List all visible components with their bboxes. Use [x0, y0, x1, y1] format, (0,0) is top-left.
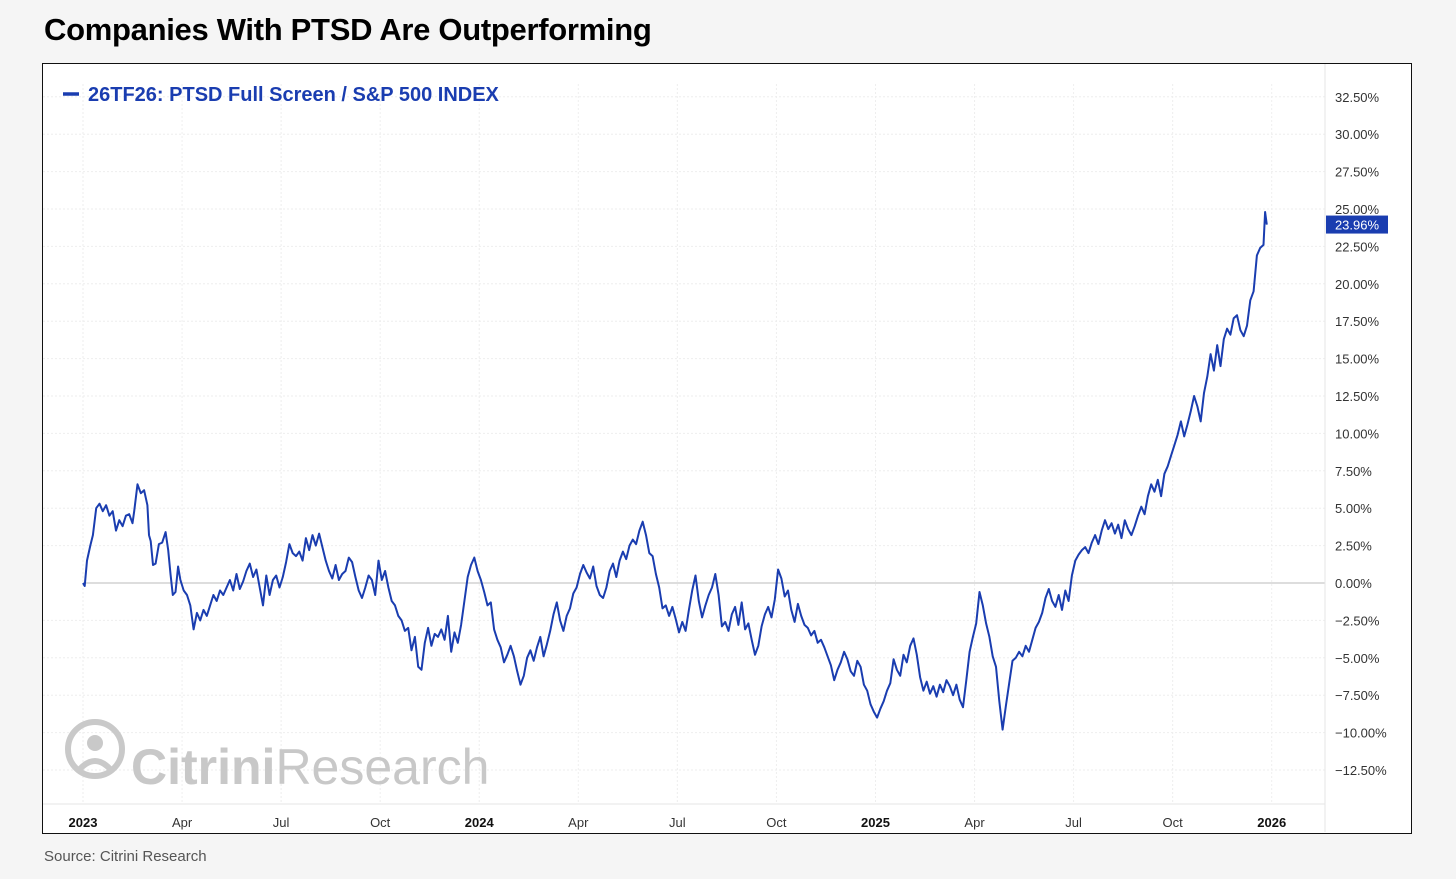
y-tick-label: 15.00% — [1335, 352, 1380, 367]
y-tick-label: −5.00% — [1335, 651, 1380, 666]
y-tick-label: 0.00% — [1335, 576, 1372, 591]
x-tick-label: Oct — [766, 815, 787, 830]
y-tick-label: −10.00% — [1335, 726, 1387, 741]
x-tick-label: 2023 — [69, 815, 98, 830]
y-tick-label: 22.50% — [1335, 239, 1380, 254]
y-tick-label: 10.00% — [1335, 426, 1380, 441]
y-tick-label: 17.50% — [1335, 314, 1380, 329]
y-tick-label: −12.50% — [1335, 763, 1387, 778]
series-group — [82, 211, 1268, 731]
y-tick-label: 20.00% — [1335, 277, 1380, 292]
y-tick-label: 32.50% — [1335, 90, 1380, 105]
y-tick-label: 27.50% — [1335, 165, 1380, 180]
y-tick-label: 7.50% — [1335, 464, 1372, 479]
x-tick-label: Jul — [1065, 815, 1082, 830]
x-tick-label: 2025 — [861, 815, 890, 830]
y-tick-label: 30.00% — [1335, 127, 1380, 142]
watermark-light-text: Research — [275, 739, 489, 795]
watermark-bold-text: Citrini — [131, 739, 275, 795]
grid-lines — [43, 84, 1325, 804]
y-tick-label: 25.00% — [1335, 202, 1380, 217]
line-chart: CitriniResearch 32.50% 30.00% 27.50% 25.00%… — [43, 64, 1388, 832]
citrini-research-watermark: CitriniResearch — [65, 719, 489, 795]
x-tick-label: Apr — [172, 815, 193, 830]
series-line — [82, 211, 1268, 731]
y-tick-label: 5.00% — [1335, 501, 1372, 516]
y-tick-label: 12.50% — [1335, 389, 1380, 404]
svg-text:CitriniResearch: CitriniResearch — [131, 739, 489, 795]
x-tick-label: 2024 — [465, 815, 495, 830]
chart-frame: CitriniResearch 32.50% 30.00% 27.50% 25.00%… — [42, 63, 1412, 834]
y-axis: 32.50% 30.00% 27.50% 25.00% 22.50% 20.00% 17.5… — [1324, 64, 1387, 832]
source-caption: Source: Citrini Research — [44, 848, 207, 865]
legend: 26TF26: PTSD Full Screen / S&P 500 INDEX — [63, 84, 500, 106]
y-tick-label: −7.50% — [1335, 688, 1380, 703]
y-tick-label: −2.50% — [1335, 613, 1380, 628]
x-tick-label: Jul — [669, 815, 686, 830]
badge-label: 23.96% — [1335, 218, 1380, 233]
legend-label: 26TF26: PTSD Full Screen / S&P 500 INDEX — [88, 84, 500, 106]
y-tick-label: 2.50% — [1335, 539, 1372, 554]
x-axis: 2023 Apr Jul Oct 2024 Apr Jul Oct 2025 Apr Jul Oct 2… — [43, 803, 1325, 830]
x-tick-label: 2026 — [1257, 815, 1286, 830]
citrini-logo-icon — [65, 719, 125, 779]
x-tick-label: Apr — [964, 815, 985, 830]
x-tick-label: Oct — [1163, 815, 1184, 830]
badge-background — [1326, 215, 1388, 234]
x-tick-label: Apr — [568, 815, 589, 830]
last-value-badge: 23.96% — [1326, 215, 1388, 234]
x-tick-label: Jul — [273, 815, 290, 830]
x-tick-label: Oct — [370, 815, 391, 830]
page-title: Companies With PTSD Are Outperforming — [44, 12, 652, 47]
